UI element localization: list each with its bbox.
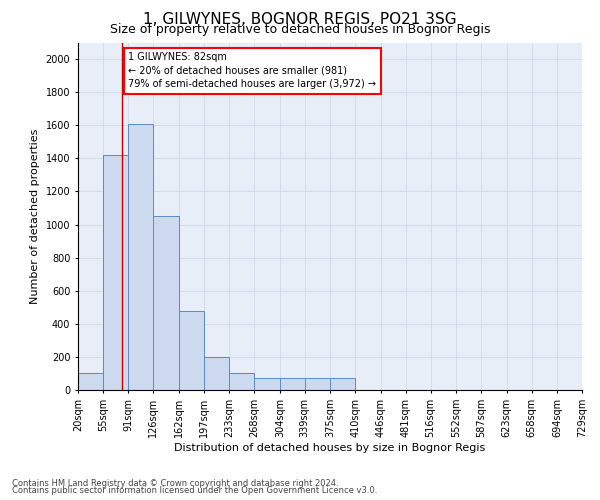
Bar — [128, 124, 154, 390]
Text: Contains HM Land Registry data © Crown copyright and database right 2024.: Contains HM Land Registry data © Crown c… — [12, 478, 338, 488]
Bar — [331, 378, 355, 390]
Bar — [204, 357, 229, 390]
Text: 1 GILWYNES: 82sqm
← 20% of detached houses are smaller (981)
79% of semi-detache: 1 GILWYNES: 82sqm ← 20% of detached hous… — [128, 52, 376, 89]
Text: Contains public sector information licensed under the Open Government Licence v3: Contains public sector information licen… — [12, 486, 377, 495]
Text: Size of property relative to detached houses in Bognor Regis: Size of property relative to detached ho… — [110, 22, 490, 36]
Text: 1, GILWYNES, BOGNOR REGIS, PO21 3SG: 1, GILWYNES, BOGNOR REGIS, PO21 3SG — [143, 12, 457, 28]
Bar — [305, 378, 331, 390]
Bar — [280, 378, 305, 390]
Bar — [179, 312, 204, 390]
Y-axis label: Number of detached properties: Number of detached properties — [30, 128, 40, 304]
Bar — [229, 372, 254, 390]
Bar — [254, 378, 280, 390]
Bar — [78, 374, 103, 390]
Bar — [103, 155, 128, 390]
X-axis label: Distribution of detached houses by size in Bognor Regis: Distribution of detached houses by size … — [175, 442, 485, 452]
Bar — [154, 216, 179, 390]
